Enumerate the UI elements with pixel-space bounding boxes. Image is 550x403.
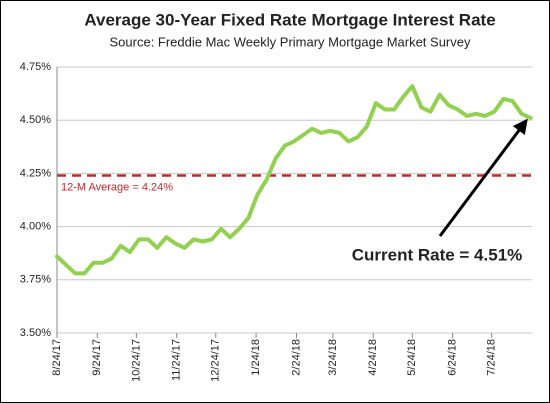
annotation: Current Rate = 4.51% — [352, 245, 523, 264]
y-tick-label: 4.00% — [20, 221, 51, 233]
x-tick-label: 10/24/17 — [130, 339, 142, 382]
x-tick-label: 11/24/17 — [171, 339, 183, 381]
y-tick-label: 3.75% — [20, 274, 51, 286]
reference-label: 12-M Average = 4.24% — [61, 181, 173, 193]
data-line — [55, 84, 533, 276]
x-tick-label: 1/24/18 — [250, 339, 262, 376]
x-tick-label: 8/24/17 — [51, 339, 63, 376]
y-tick-label: 4.25% — [20, 167, 51, 179]
arrow — [438, 118, 528, 237]
grid — [56, 66, 532, 338]
y-tick-label: 4.50% — [20, 114, 51, 126]
chart-title: Average 30-Year Fixed Rate Mortgage Inte… — [84, 10, 495, 29]
y-tick-label: 3.50% — [20, 327, 51, 339]
y-tick-label: 4.75% — [20, 61, 51, 73]
x-tick-label: 2/24/18 — [290, 339, 302, 376]
x-tick-label: 3/24/18 — [327, 339, 339, 376]
x-tick-label: 12/24/17 — [210, 339, 222, 382]
plot: 12-M Average = 4.24% — [55, 84, 533, 276]
x-tick-label: 9/24/17 — [91, 339, 103, 376]
chart-subtitle: Source: Freddie Mac Weekly Primary Mortg… — [110, 34, 471, 49]
x-tick-label: 4/24/18 — [367, 339, 379, 376]
x-tick-label: 7/24/18 — [486, 339, 498, 376]
x-tick-label: 5/24/18 — [406, 339, 418, 376]
x-tick-label: 6/24/18 — [447, 339, 459, 376]
